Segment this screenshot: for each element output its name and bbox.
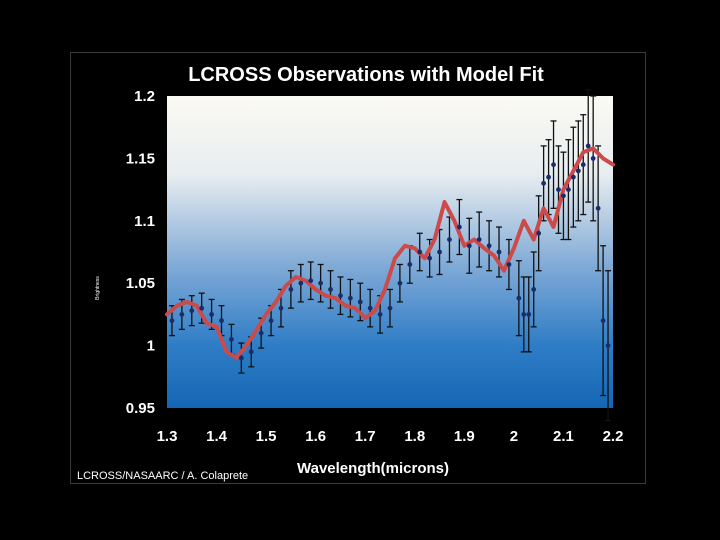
observation-point: [229, 336, 234, 342]
x-tick-label: 1.6: [305, 428, 326, 445]
x-tick-label: 1.5: [256, 428, 277, 445]
plot-area: [167, 96, 613, 408]
observation-point: [238, 355, 244, 361]
chart-frame: LCROSS Observations with Model Fit 0.95 1…: [70, 52, 646, 484]
observation-point: [546, 174, 551, 180]
x-tick-label: 1.9: [454, 428, 475, 445]
observation-point: [179, 312, 185, 317]
observation-point: [566, 187, 571, 193]
x-tick-label: 1.3: [157, 428, 178, 445]
observation-point: [377, 312, 383, 317]
observation-point: [526, 312, 532, 317]
observation-point: [318, 280, 324, 286]
model-fit-line: [165, 146, 615, 361]
observation-point: [367, 305, 373, 311]
x-tick-label: 2: [510, 428, 518, 445]
observation-point: [407, 262, 413, 267]
observation-point: [328, 287, 333, 292]
observation-point: [357, 299, 363, 305]
observation-point: [595, 205, 601, 211]
observation-point: [447, 237, 452, 242]
observation-point: [437, 249, 442, 255]
observation-point: [288, 287, 294, 292]
observation-point: [506, 262, 512, 267]
observation-point: [556, 187, 561, 193]
observation-point: [486, 243, 492, 249]
credit-text: LCROSS/NASAARC / A. Colaprete: [77, 470, 248, 482]
observation-point: [516, 295, 522, 301]
observation-point: [580, 162, 586, 168]
observation-point: [397, 280, 403, 286]
observation-point: [347, 295, 353, 301]
observation-point: [590, 156, 596, 161]
observation-point: [456, 224, 462, 230]
observation-point: [387, 305, 393, 311]
observation-point: [189, 308, 195, 314]
y-tick-label: 1.1: [134, 213, 155, 230]
observation-point: [268, 318, 274, 324]
observation-point: [219, 318, 224, 324]
observation-point: [338, 293, 343, 299]
x-tick-label: 1.7: [355, 428, 376, 445]
chart-title: LCROSS Observations with Model Fit: [188, 64, 544, 86]
observation-point: [298, 280, 304, 286]
y-tick-label: 1.15: [126, 150, 155, 167]
observation-point: [199, 305, 205, 311]
observation-point: [541, 180, 547, 186]
observation-point: [575, 168, 581, 174]
observation-point: [496, 249, 502, 255]
y-tick-label: 1: [147, 338, 155, 355]
x-tick-label: 2.1: [553, 428, 574, 445]
observation-point: [169, 318, 175, 324]
x-axis-label: Wavelength(microns): [297, 460, 449, 477]
observation-point: [551, 162, 556, 168]
observation-point: [417, 249, 423, 255]
observation-point: [278, 305, 284, 311]
observation-point: [521, 312, 527, 317]
observation-point: [536, 230, 542, 236]
observation-point: [466, 243, 472, 249]
observation-point: [605, 343, 611, 348]
observation-point: [476, 237, 482, 242]
observation-point: [427, 255, 433, 261]
observation-point: [248, 349, 254, 355]
y-tick-label: 0.95: [126, 400, 155, 417]
x-tick-label: 1.4: [206, 428, 228, 445]
chart: LCROSS Observations with Model Fit 0.951…: [77, 64, 624, 482]
observation-point: [600, 318, 606, 324]
observation-point: [585, 143, 591, 149]
observation-point: [531, 287, 537, 292]
y-axis-label: Brightness: [95, 276, 101, 300]
observation-point: [308, 278, 314, 284]
x-tick-label: 2.2: [603, 428, 624, 445]
observation-point: [570, 174, 576, 180]
observation-point: [209, 312, 215, 317]
observation-point: [561, 193, 566, 199]
y-tick-label: 1.05: [126, 275, 155, 292]
observation-point: [258, 330, 264, 336]
x-tick-label: 1.8: [404, 428, 425, 445]
y-tick-label: 1.2: [134, 88, 155, 105]
